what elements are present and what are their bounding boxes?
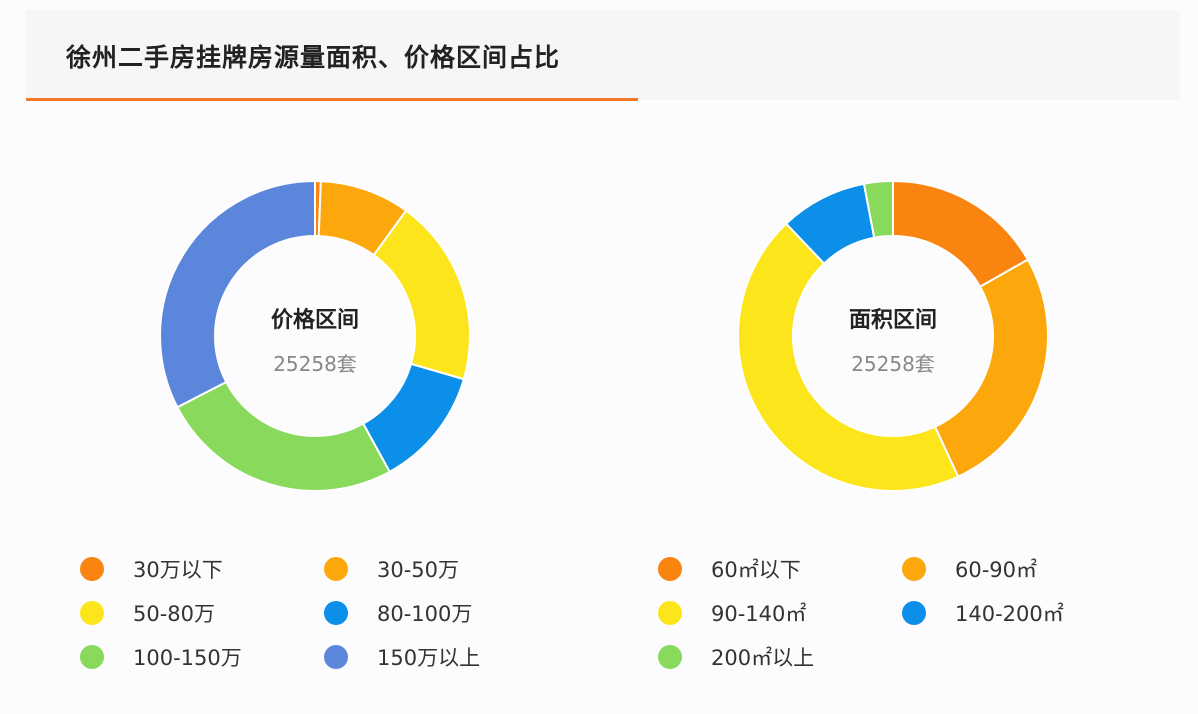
legend-label: 200㎡以上 [711,646,815,670]
price-donut-svg [159,179,471,492]
price-legend-item-2[interactable]: 50-80万 [80,598,215,628]
area-legend-item-1[interactable]: 60-90㎡ [902,554,1037,584]
area-slice-4[interactable] [862,179,894,239]
price-donut-chart: 价格区间 25258套 [145,166,485,506]
legend-swatch-icon [324,645,348,669]
legend-swatch-icon [658,557,682,581]
area-slice-1[interactable] [933,258,1049,478]
area-legend-item-2[interactable]: 90-140㎡ [658,598,806,628]
legend-label: 30万以下 [133,558,223,582]
legend-swatch-icon [80,645,104,669]
price-legend-item-5[interactable]: 150万以上 [324,642,480,672]
price-legend: 30万以下 30-50万 50-80万 80-100万 100-150万 150万以上 [80,554,560,694]
legend-label: 80-100万 [377,602,473,626]
area-donut-chart: 面积区间 25258套 [723,166,1063,506]
legend-label: 100-150万 [133,646,242,670]
legend-label: 30-50万 [377,558,460,582]
price-slice-4[interactable] [175,380,392,492]
area-legend-item-0[interactable]: 60㎡以下 [658,554,801,584]
price-center-subtitle: 25258套 [273,352,357,376]
price-legend-item-4[interactable]: 100-150万 [80,642,242,672]
area-legend-item-4[interactable]: 200㎡以上 [658,642,814,672]
legend-label: 60㎡以下 [711,558,801,582]
price-slice-5[interactable] [159,179,316,409]
area-center-title: 面积区间 [848,308,937,333]
legend-swatch-icon [80,601,104,625]
legend-swatch-icon [902,601,926,625]
legend-label: 150万以上 [377,646,481,670]
header: 徐州二手房挂牌房源量面积、价格区间占比 [26,10,1180,100]
price-legend-item-1[interactable]: 30-50万 [324,554,459,584]
price-center-title: 价格区间 [270,308,359,333]
legend-swatch-icon [80,557,104,581]
area-slice-2[interactable] [737,222,960,492]
legend-label: 90-140㎡ [711,602,807,626]
area-center-subtitle: 25258套 [851,352,935,376]
price-legend-item-3[interactable]: 80-100万 [324,598,472,628]
title-underline [26,98,638,101]
legend-label: 60-90㎡ [955,558,1038,582]
legend-swatch-icon [324,557,348,581]
legend-swatch-icon [324,601,348,625]
page-title: 徐州二手房挂牌房源量面积、价格区间占比 [66,43,561,72]
legend-swatch-icon [902,557,926,581]
area-legend: 60㎡以下 60-90㎡ 90-140㎡ 140-200㎡ 200㎡以上 [658,554,1138,694]
legend-label: 50-80万 [133,602,216,626]
area-legend-item-3[interactable]: 140-200㎡ [902,598,1064,628]
area-donut-svg [737,179,1049,492]
legend-swatch-icon [658,645,682,669]
legend-swatch-icon [658,601,682,625]
legend-label: 140-200㎡ [955,602,1064,626]
price-legend-item-0[interactable]: 30万以下 [80,554,223,584]
